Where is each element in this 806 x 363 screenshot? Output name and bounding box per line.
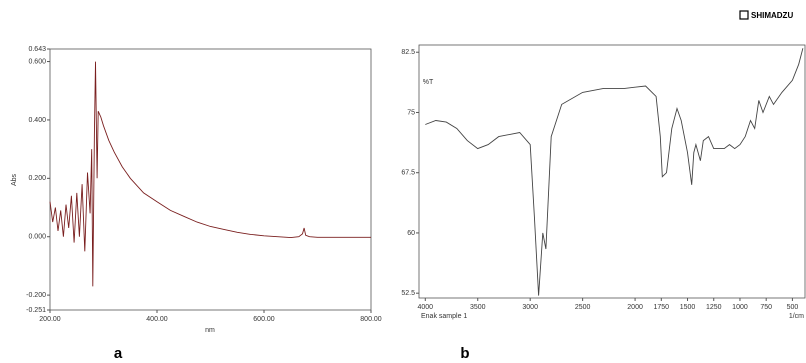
plot-frame: [49, 48, 372, 311]
x-tick-label: 200.00: [39, 316, 61, 323]
sample-name: Enak sample 1: [421, 313, 467, 320]
x-tick-label: 1500: [680, 304, 696, 311]
y-tick-label: -0.251: [26, 307, 46, 314]
panel-label: a: [114, 345, 123, 362]
y-tick-label: 82.5: [401, 49, 415, 56]
y-tick-label: 75: [407, 109, 415, 116]
y-tick-label: -0.200: [26, 292, 46, 299]
x-tick-label: 1750: [654, 304, 670, 311]
x-tick-label: 400.00: [146, 316, 168, 323]
x-tick-label: 800.00: [360, 316, 382, 323]
x-tick-label: 750: [760, 304, 772, 311]
y-tick-label: 0.600: [28, 58, 46, 65]
y-tick-label: 0.400: [28, 117, 46, 124]
brand-logo: [739, 10, 749, 20]
x-axis-label: nm: [205, 327, 215, 334]
x-tick-label: 2500: [575, 304, 591, 311]
x-axis-label: 1/cm: [789, 313, 804, 320]
plot-frame: [418, 44, 806, 299]
x-tick-label: 4000: [418, 304, 434, 311]
spectrum-line: [49, 61, 371, 287]
y-tick-label: 0.200: [28, 175, 46, 182]
y-axis-label: %T: [423, 79, 434, 86]
y-tick-label: 0.643: [28, 46, 46, 53]
y-tick-label: 0.000: [28, 234, 46, 241]
y-tick-label: 67.5: [401, 170, 415, 177]
x-tick-label: 3000: [522, 304, 538, 311]
y-axis-label: Abs: [11, 173, 18, 186]
brand: SHIMADZU: [751, 11, 793, 20]
x-tick-label: 500: [787, 304, 799, 311]
y-tick-label: 52.5: [401, 290, 415, 297]
x-tick-label: 1000: [732, 304, 748, 311]
panel-label: b: [460, 345, 469, 362]
y-tick-label: 60: [407, 230, 415, 237]
x-tick-label: 600.00: [253, 316, 275, 323]
spectrum-line: [425, 48, 804, 296]
x-tick-label: 1250: [706, 304, 722, 311]
x-tick-label: 2000: [627, 304, 643, 311]
x-tick-label: 3500: [470, 304, 486, 311]
